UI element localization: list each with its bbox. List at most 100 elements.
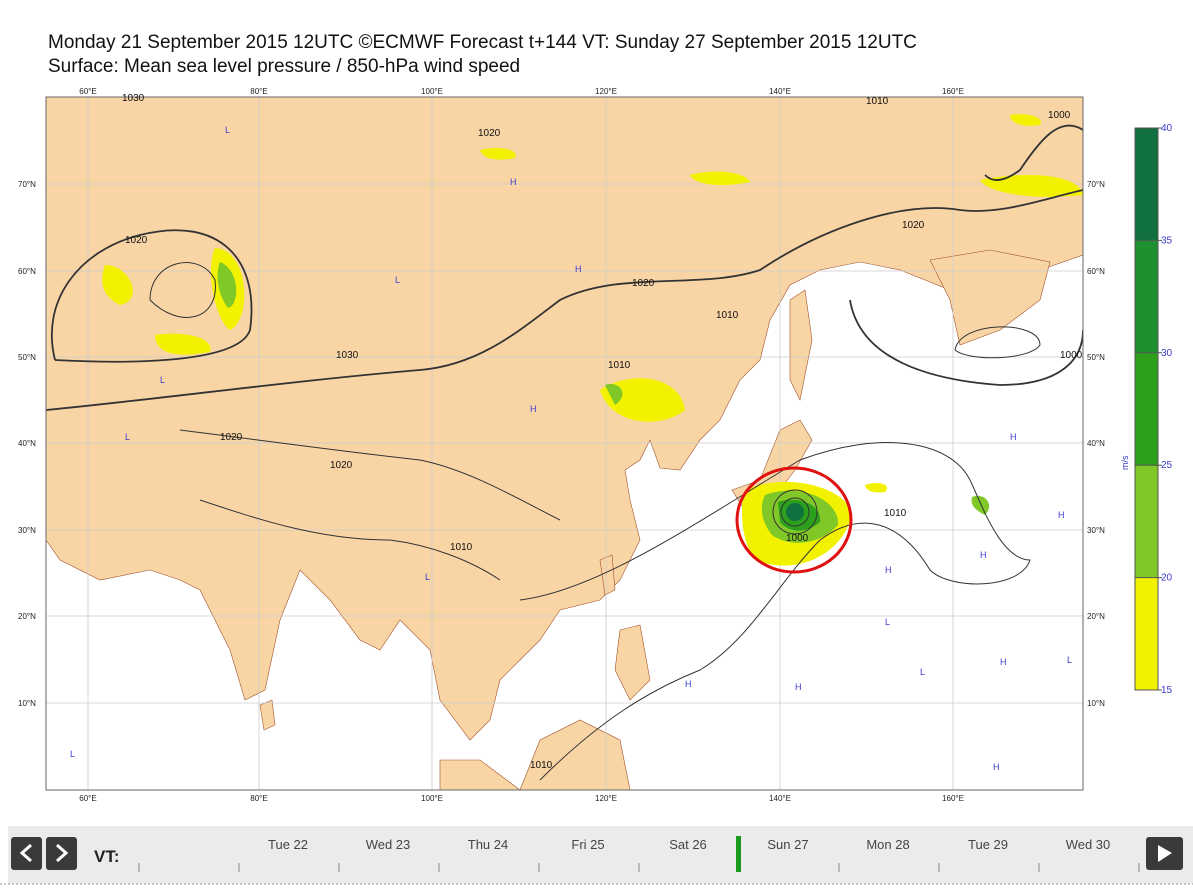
highlight-circle [735,466,853,574]
lon-label: 60°E [79,87,96,96]
timeline-day[interactable]: Thu 24 [468,837,508,852]
graticule [46,97,1083,790]
lon-label: 100°E [421,87,443,96]
colorbar-band [1135,128,1158,241]
timeline-day[interactable]: Mon 28 [866,837,909,852]
contour-label: 1010 [608,360,631,371]
timeline-day[interactable]: Sun 27 [767,837,808,852]
colorbar-band [1135,352,1158,466]
pressure-center: L [125,432,130,442]
timeline-marker [736,836,741,872]
pressure-center: L [885,617,890,627]
pressure-center: H [575,264,582,274]
colorbar-tick-label: 15 [1161,685,1173,696]
lat-label: 50°N [18,353,36,362]
timeline-day[interactable]: Tue 22 [268,837,308,852]
colorbar-tick-label: 35 [1161,235,1173,246]
next-button[interactable] [46,837,77,870]
contour-label: 1010 [866,96,889,107]
lat-label: 40°N [1087,439,1105,448]
pressure-center: L [225,125,230,135]
lat-label: 50°N [1087,353,1105,362]
lon-label: 160°E [942,794,964,803]
contour-label: 1020 [125,235,148,246]
colorbar-band [1135,465,1158,578]
timeline-bar [8,826,1193,884]
title: Monday 21 September 2015 12UTC ©ECMWF Fo… [48,32,917,53]
lat-label: 70°N [1087,180,1105,189]
contour-label: 1010 [450,542,473,553]
colorbar-band [1135,577,1158,690]
lon-label: 80°E [250,794,267,803]
timeline-label: VT: [94,847,120,866]
colorbar-band [1135,240,1158,353]
pressure-center: H [795,682,802,692]
lon-label: 100°E [421,794,443,803]
contour-label: 1020 [632,278,655,289]
contour-label: 1000 [1060,350,1083,361]
lat-label: 70°N [18,180,36,189]
lon-label: 160°E [942,87,964,96]
lat-label: 40°N [18,439,36,448]
pressure-center: L [1067,655,1072,665]
lat-label: 60°N [18,267,36,276]
lon-label: 140°E [769,794,791,803]
lat-label: 10°N [1087,699,1105,708]
pressure-center: L [920,667,925,677]
timeline-day[interactable]: Wed 30 [1066,837,1111,852]
contour-label: 1000 [786,533,809,544]
contour-label: 1010 [530,760,553,771]
lat-label: 10°N [18,699,36,708]
subtitle: Surface: Mean sea level pressure / 850-h… [48,56,520,77]
colorbar-unit: m/s [1120,455,1130,470]
lon-label: 80°E [250,87,267,96]
pressure-center: L [160,375,165,385]
colorbar-tick-label: 20 [1161,573,1173,584]
colorbar-tick-label: 40 [1161,123,1173,134]
pressure-center: H [993,762,1000,772]
contour-label: 1030 [122,93,145,104]
pressure-center: L [395,275,400,285]
lon-label: 120°E [595,794,617,803]
pressure-center: L [425,572,430,582]
pressure-center: H [685,679,692,689]
pressure-center: H [510,177,517,187]
contour-label: 1000 [1048,110,1071,121]
lon-label: 60°E [79,794,96,803]
lat-label: 30°N [1087,526,1105,535]
pressure-center: H [980,550,987,560]
lon-label: 120°E [595,87,617,96]
prev-button[interactable] [11,837,42,870]
isobars [46,124,1083,781]
contour-label: 1020 [478,128,501,139]
lon-label: 140°E [769,87,791,96]
contour-label: 1020 [220,432,243,443]
contour-label: 1010 [716,310,739,321]
lat-label: 60°N [1087,267,1105,276]
timeline-day[interactable]: Sat 26 [669,837,707,852]
pressure-center: H [885,565,892,575]
contour-label: 1010 [884,508,907,519]
timeline-day[interactable]: Wed 23 [366,837,411,852]
pressure-center: L [70,749,75,759]
timeline-day[interactable]: Tue 29 [968,837,1008,852]
play-button[interactable] [1146,837,1183,870]
lat-label: 20°N [1087,612,1105,621]
pressure-center: H [530,404,537,414]
lat-label: 20°N [18,612,36,621]
pressure-center: H [1010,432,1017,442]
colorbar-tick-label: 25 [1161,460,1173,471]
contour-label: 1020 [330,460,353,471]
map-frame [45,96,1084,791]
pressure-center: H [1000,657,1007,667]
map [46,97,1083,790]
colorbar-tick-label: 30 [1161,348,1173,359]
wind-shading [102,114,1083,566]
timeline-day[interactable]: Fri 25 [571,837,604,852]
lat-label: 30°N [18,526,36,535]
pressure-center: H [1058,510,1065,520]
contour-label: 1030 [336,350,359,361]
contour-label: 1020 [902,220,925,231]
